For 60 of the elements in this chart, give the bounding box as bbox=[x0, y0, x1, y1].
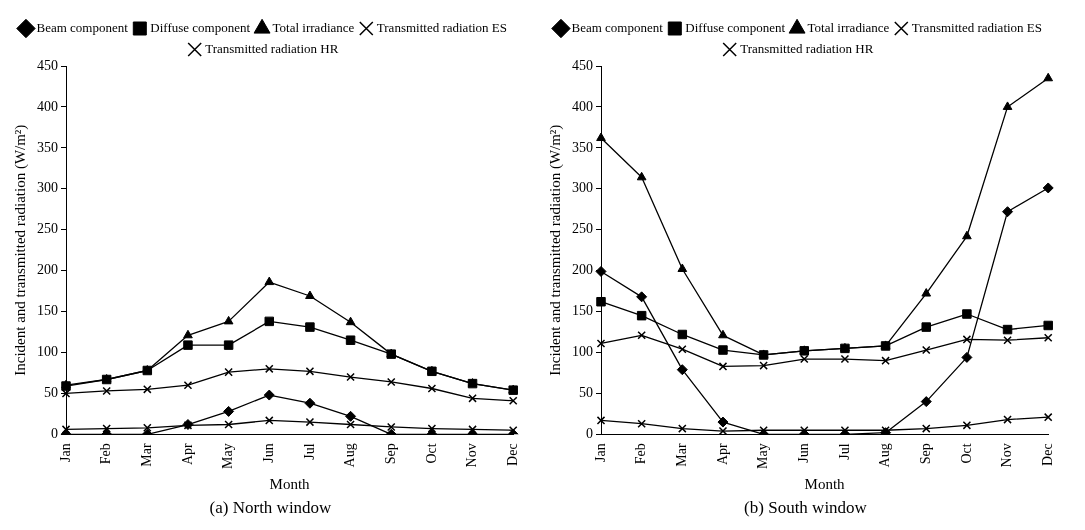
x-tick-label: Nov bbox=[464, 443, 480, 468]
y-tick-label: 200 bbox=[37, 262, 58, 278]
y-tick-label: 350 bbox=[572, 139, 593, 155]
y-tick-label: 200 bbox=[572, 262, 593, 278]
y-tick-label: 50 bbox=[44, 385, 58, 401]
legend-label: Transmitted radiation ES bbox=[911, 19, 1043, 35]
x-axis-title: Month bbox=[804, 475, 846, 492]
y-tick-label: 150 bbox=[37, 303, 58, 319]
x-tick-label: Nov bbox=[999, 443, 1015, 468]
x-axis-title: Month bbox=[269, 475, 311, 492]
x-tick-label: Jun bbox=[795, 443, 811, 463]
legend-label: Total irradiance bbox=[807, 19, 890, 35]
y-tick-label: 450 bbox=[37, 57, 58, 73]
y-tick-label: 300 bbox=[37, 180, 58, 196]
x-tick-label: Jul bbox=[301, 443, 317, 460]
legend-label: Total irradiance bbox=[272, 19, 355, 35]
y-tick-label: 0 bbox=[586, 426, 593, 442]
x-tick-label: Oct bbox=[423, 443, 439, 464]
x-tick-label: Sep bbox=[917, 443, 933, 465]
legend-label: Transmitted radiation ES bbox=[376, 19, 508, 35]
x-tick-label: Mar bbox=[138, 443, 154, 467]
x-tick-label: Mar bbox=[673, 443, 689, 467]
y-tick-label: 250 bbox=[37, 221, 58, 237]
y-tick-label: 100 bbox=[572, 344, 593, 360]
text: (a) North window bbox=[208, 498, 333, 518]
y-tick-label: 300 bbox=[572, 180, 593, 196]
x-tick-label: Aug bbox=[342, 443, 358, 468]
x-tick-label: Jun bbox=[260, 443, 276, 463]
y-tick-label: 400 bbox=[37, 98, 58, 114]
legend-label: Diffuse component bbox=[150, 19, 251, 35]
y-tick-label: 450 bbox=[572, 57, 593, 73]
y-axis-title: Incident and transmitted radiation (W/m²) bbox=[546, 124, 564, 376]
x-tick-label: Dec bbox=[1039, 443, 1055, 466]
y-tick-label: 100 bbox=[37, 344, 58, 360]
x-tick-label: Oct bbox=[958, 443, 974, 464]
x-tick-label: Jul bbox=[836, 443, 852, 460]
x-tick-label: Aug bbox=[877, 443, 893, 468]
x-tick-label: Jan bbox=[57, 443, 73, 463]
x-tick-label: Feb bbox=[633, 443, 649, 465]
y-tick-label: 400 bbox=[572, 98, 593, 114]
legend-label: Beam component bbox=[36, 19, 129, 35]
x-tick-label: Jan bbox=[592, 443, 608, 463]
y-tick-label: 350 bbox=[37, 139, 58, 155]
x-tick-label: Dec bbox=[504, 443, 520, 466]
x-tick-label: Feb bbox=[98, 443, 114, 465]
legend-label: Transmitted radiation HR bbox=[205, 40, 339, 56]
x-tick-label: May bbox=[220, 443, 236, 470]
x-tick-label: Apr bbox=[714, 443, 730, 466]
y-axis-title: Incident and transmitted radiation (W/m²) bbox=[11, 124, 29, 376]
legend-label: Beam component bbox=[571, 19, 664, 35]
y-tick-label: 150 bbox=[572, 303, 593, 319]
x-tick-label: Sep bbox=[382, 443, 398, 465]
y-tick-label: 0 bbox=[51, 426, 58, 442]
text: (b) South window bbox=[743, 498, 868, 518]
legend-label: Transmitted radiation HR bbox=[740, 40, 874, 56]
x-tick-label: May bbox=[755, 443, 771, 470]
y-tick-label: 50 bbox=[579, 385, 593, 401]
legend-label: Diffuse component bbox=[685, 19, 786, 35]
x-tick-label: Apr bbox=[179, 443, 195, 466]
y-tick-label: 250 bbox=[572, 221, 593, 237]
